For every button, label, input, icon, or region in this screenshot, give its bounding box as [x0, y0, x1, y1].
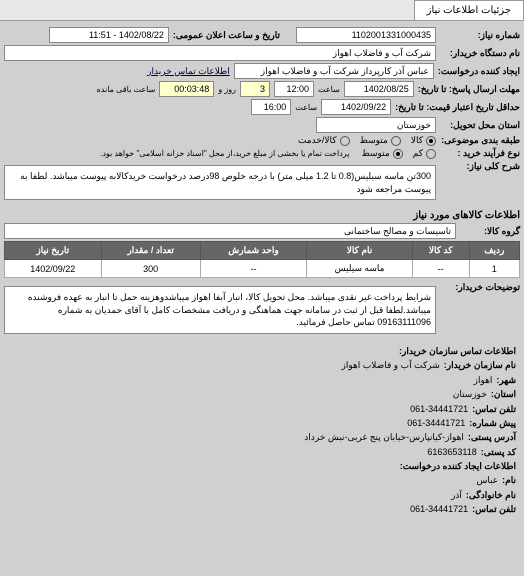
label-reply-deadline: مهلت ارسال پاسخ: تا تاریخ: [418, 84, 520, 95]
field-group: تاسیسات و مصالح ساختمانی [4, 223, 456, 239]
cell-qty: 300 [101, 260, 200, 278]
col-idx: ردیف [469, 242, 519, 260]
val-city: اهواز [474, 373, 493, 387]
radio-low[interactable]: کم [413, 148, 436, 159]
contact-block: اطلاعات تماس سازمان خریدار: نام سازمان خ… [4, 340, 520, 521]
radio-dot-icon [426, 149, 436, 159]
contact-title: اطلاعات تماس سازمان خریدار: [399, 344, 516, 358]
label-requester: ایجاد کننده درخواست: [438, 66, 520, 77]
col-unit: واحد شمارش [200, 242, 307, 260]
label-days: روز و [218, 85, 236, 94]
label-remain: ساعت باقی مانده [97, 85, 156, 94]
label-summary: شرح کلی نیاز: [440, 161, 520, 172]
tab-bar: جزئیات اطلاعات نیاز [0, 0, 524, 21]
val-org: شرکت آب و فاضلاب اهواز [342, 358, 440, 372]
cell-code: -- [412, 260, 469, 278]
label-time-1: ساعت [318, 85, 340, 94]
val-postal: 6163653118 [427, 445, 476, 459]
col-code: کد کالا [412, 242, 469, 260]
buyer-notes-text: شرایط پرداخت غیر نقدی میباشد. محل تحویل … [4, 286, 436, 334]
val-province: خوزستان [453, 387, 487, 401]
label-province: استان: [491, 387, 516, 401]
label-city: شهر: [496, 373, 516, 387]
section-title-items: اطلاعات کالاهای مورد نیاز [4, 210, 520, 221]
field-validity-date: 1402/09/22 [321, 99, 391, 115]
cell-idx: 1 [469, 260, 519, 278]
items-table: ردیف کد کالا نام کالا واحد شمارش تعداد /… [4, 241, 520, 278]
label-announce: تاریخ و ساعت اعلان عمومی: [173, 30, 280, 41]
label-pre: پیش شماره: [469, 416, 516, 430]
label-req-no: شماره نیاز: [440, 30, 520, 41]
label-addr: آدرس پستی: [468, 430, 516, 444]
radio-medium[interactable]: متوسط [360, 135, 401, 146]
label-org: نام سازمان خریدار: [444, 358, 516, 372]
field-requester: عباس آذر کارپرداز شرکت آب و فاضلاب اهواز [234, 63, 434, 79]
val-family: آذر [451, 488, 462, 502]
purchase-note: پرداخت تمام یا بخشی از مبلغ خرید،از محل … [100, 149, 349, 158]
creator-title: اطلاعات ایجاد کننده درخواست: [400, 459, 516, 473]
field-req-no: 1102001331000435 [296, 27, 436, 43]
label-family: نام خانوادگی: [466, 488, 516, 502]
radio-group-pack: کالا متوسط کالا/خدمت [298, 135, 436, 146]
label-delivery-loc: استان محل تحویل: [440, 120, 520, 131]
tab-details[interactable]: جزئیات اطلاعات نیاز [414, 0, 524, 20]
field-buyer-org: شرکت آب و فاضلاب اهواز [4, 45, 436, 61]
summary-text: 300تن ماسه سیلیس(0.8 تا 1.2 میلی متر) با… [4, 165, 436, 200]
label-purchase-type: نوع فرآیند خرید : [440, 148, 520, 159]
label-buyer-org: نام دستگاه خریدار: [440, 48, 520, 59]
field-reply-time: 12:00 [274, 81, 314, 97]
val-tel: 061-34441721 [410, 502, 468, 516]
label-pack-type: طبقه بندی موضوعی: [440, 135, 520, 146]
field-delivery-loc: خوزستان [316, 117, 436, 133]
col-date: تاریخ نیاز [5, 242, 102, 260]
label-phone: تلفن تماس: [472, 402, 516, 416]
col-name: نام کالا [307, 242, 412, 260]
val-phone: 061-34441721 [410, 402, 468, 416]
label-time-2: ساعت [295, 103, 317, 112]
table-row: 1 -- ماسه سیلیس -- 300 1402/09/22 [5, 260, 520, 278]
label-group: گروه کالا: [460, 226, 520, 237]
cell-name: ماسه سیلیس [307, 260, 412, 278]
radio-medium2[interactable]: متوسط [361, 148, 402, 159]
radio-dot-icon [393, 149, 403, 159]
label-name: نام: [502, 473, 516, 487]
radio-goods-service[interactable]: کالا/خدمت [298, 135, 350, 146]
col-qty: تعداد / مقدار [101, 242, 200, 260]
radio-group-purchase: کم متوسط [361, 148, 436, 159]
cell-unit: -- [200, 260, 307, 278]
val-addr: اهواز-کیانپارس-خیابان پنج غربی-نبش خرداد [304, 430, 464, 444]
label-buyer-notes: توضیحات خریدار: [440, 282, 520, 293]
field-reply-date: 1402/08/25 [344, 81, 414, 97]
radio-goods[interactable]: کالا [411, 135, 436, 146]
radio-dot-icon [391, 136, 401, 146]
cell-date: 1402/09/22 [5, 260, 102, 278]
field-remain-time: 00:03:48 [159, 81, 214, 97]
link-buyer-contact[interactable]: اطلاعات تماس خریدار [147, 66, 230, 77]
field-remain-days: 3 [240, 81, 270, 97]
val-name: عباس [476, 473, 498, 487]
main-container: شماره نیاز: 1102001331000435 تاریخ و ساع… [0, 21, 524, 525]
radio-dot-icon [426, 136, 436, 146]
field-validity-time: 16:00 [251, 99, 291, 115]
val-pre: 061-34441721 [407, 416, 465, 430]
label-tel: تلفن تماس: [472, 502, 516, 516]
field-announce: 1402/08/22 - 11:51 [49, 27, 169, 43]
label-validity: حداقل تاریخ اعتبار قیمت: تا تاریخ: [395, 102, 520, 113]
radio-dot-icon [340, 136, 350, 146]
label-postal: کد پستی: [481, 445, 516, 459]
